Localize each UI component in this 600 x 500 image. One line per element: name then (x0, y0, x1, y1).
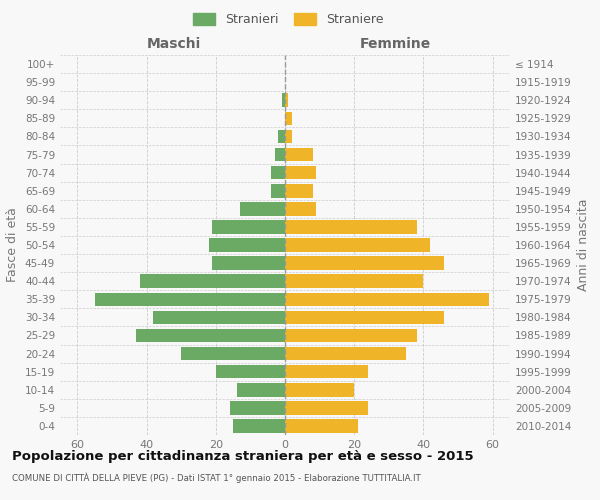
Bar (181, 347, 285, 360)
Bar (285, 256, 444, 270)
Bar (271, 166, 285, 179)
Bar (154, 310, 285, 324)
Bar (95, 292, 285, 306)
Bar (285, 401, 368, 414)
Bar (285, 166, 316, 179)
Bar (285, 238, 430, 252)
Text: COMUNE DI CITTÀ DELLA PIEVE (PG) - Dati ISTAT 1° gennaio 2015 - Elaborazione TUT: COMUNE DI CITTÀ DELLA PIEVE (PG) - Dati … (12, 472, 421, 483)
Bar (285, 310, 444, 324)
Bar (285, 148, 313, 162)
Bar (285, 292, 489, 306)
Bar (285, 130, 292, 143)
Text: Popolazione per cittadinanza straniera per età e sesso - 2015: Popolazione per cittadinanza straniera p… (12, 450, 473, 463)
Bar (285, 94, 289, 107)
Bar (285, 274, 424, 288)
Bar (136, 328, 285, 342)
Bar (140, 274, 285, 288)
Bar (230, 401, 285, 414)
Bar (278, 130, 285, 143)
Bar (212, 256, 285, 270)
Text: Maschi: Maschi (147, 38, 202, 52)
Bar (285, 383, 354, 396)
Bar (285, 184, 313, 198)
Bar (209, 238, 285, 252)
Bar (281, 94, 285, 107)
Text: Femmine: Femmine (360, 38, 431, 52)
Bar (275, 148, 285, 162)
Bar (285, 365, 368, 378)
Bar (233, 419, 285, 432)
Bar (285, 347, 406, 360)
Bar (216, 365, 285, 378)
Y-axis label: Anni di nascita: Anni di nascita (577, 198, 590, 291)
Bar (212, 220, 285, 234)
Bar (285, 328, 416, 342)
Bar (285, 202, 316, 215)
Bar (285, 419, 358, 432)
Legend: Stranieri, Straniere: Stranieri, Straniere (189, 8, 387, 30)
Bar (240, 202, 285, 215)
Bar (285, 220, 416, 234)
Y-axis label: Fasce di età: Fasce di età (7, 208, 19, 282)
Bar (285, 112, 292, 125)
Bar (236, 383, 285, 396)
Bar (271, 184, 285, 198)
